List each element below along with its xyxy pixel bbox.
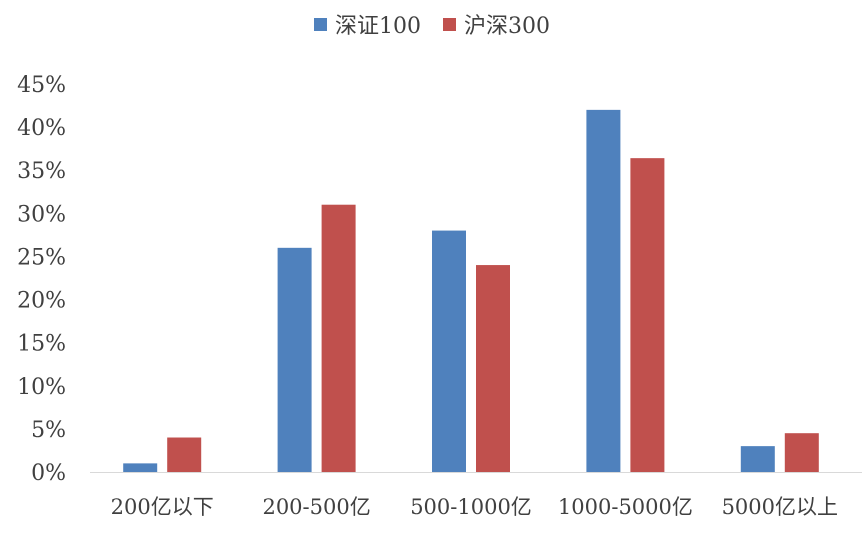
x-tick-label: 500-1000亿 [410,495,532,519]
y-tick-label: 5% [31,418,66,443]
y-tick-label: 30% [17,202,66,227]
bar-series-1 [277,247,312,472]
x-tick-label: 200亿以下 [111,495,214,519]
bar-series-2 [784,433,819,472]
y-tick-label: 40% [17,116,66,141]
bar-series-2 [476,265,510,472]
x-tick-label: 1000-5000亿 [558,495,693,519]
bars [123,109,819,472]
bar-series-1 [432,230,466,472]
legend: 深证100 沪深300 [0,8,864,40]
y-tick-label: 25% [17,245,66,270]
legend-item-series-2: 沪深300 [443,8,550,40]
bar-series-1 [586,109,621,472]
bar-series-2 [167,437,202,472]
bar-series-2 [321,204,356,472]
bar-series-1 [123,463,158,472]
legend-swatch-series-2 [443,17,456,31]
bar-series-1 [740,446,775,472]
legend-swatch-series-1 [314,17,327,31]
x-axis-labels: 200亿以下 200-500亿 500-1000亿 1000-5000亿 5000亿以上 [111,495,838,519]
y-axis-ticks: 0% 5% 10% 15% 20% 25% 30% 35% 40% 45% [17,73,66,486]
legend-label-series-1: 深证100 [335,14,421,39]
y-tick-label: 15% [17,332,66,357]
legend-label-series-2: 沪深300 [464,14,550,39]
y-tick-label: 35% [17,159,66,184]
x-tick-label: 5000亿以上 [722,495,838,519]
y-tick-label: 0% [31,461,66,486]
x-tick-label: 200-500亿 [262,495,370,519]
y-tick-label: 20% [17,289,66,314]
legend-item-series-1: 深证100 [314,8,421,40]
bar-series-2 [630,158,665,472]
y-tick-label: 45% [17,73,66,98]
y-tick-label: 10% [17,375,66,400]
